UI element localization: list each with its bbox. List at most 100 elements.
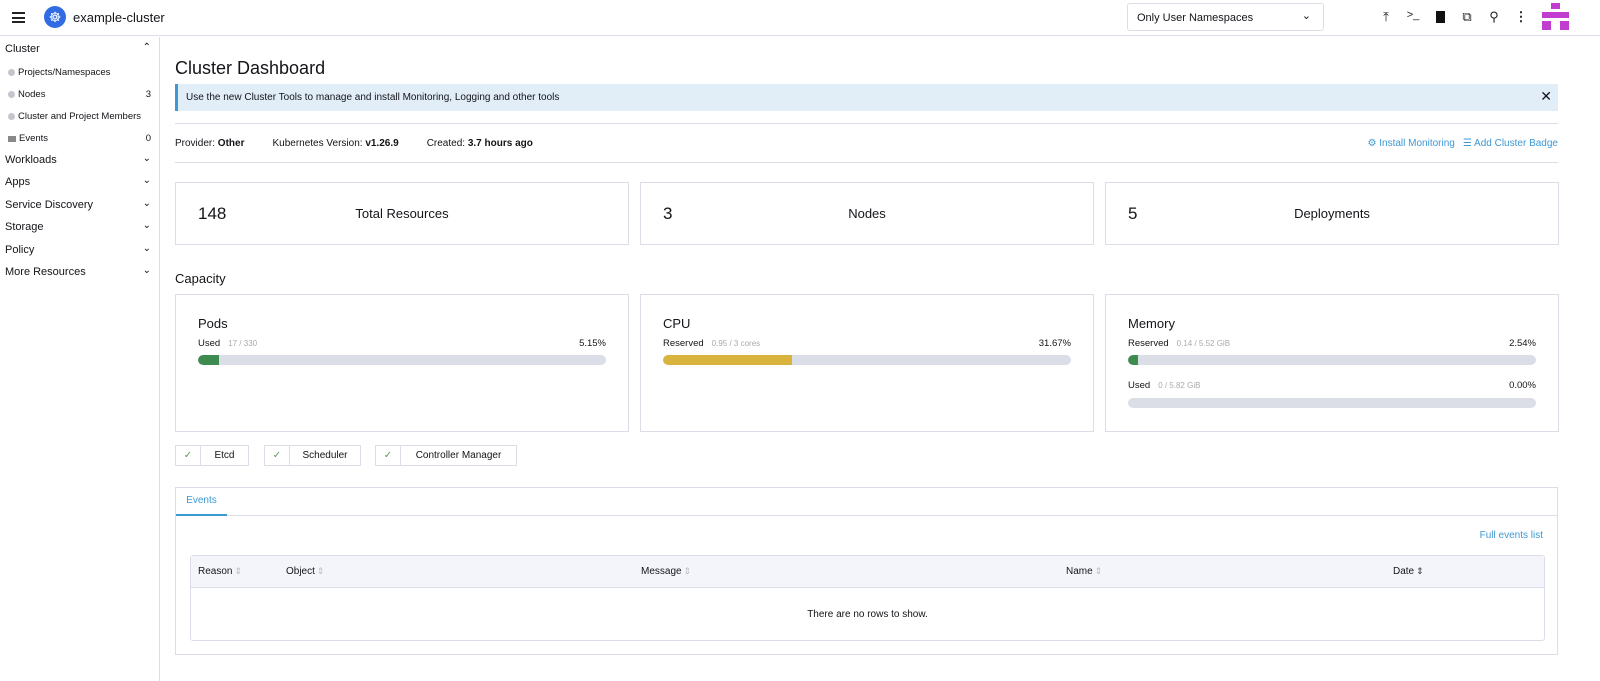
namespace-filter-select[interactable]: Only User Namespaces ⌄ [1127, 3, 1324, 31]
row-detail: 0.95 / 3 cores [711, 339, 761, 348]
summary-value: 3 [663, 204, 673, 223]
component-status-scheduler: ✓ Scheduler [264, 445, 361, 466]
progress-bar [663, 355, 1071, 365]
tab-events[interactable]: Events [176, 488, 227, 516]
import-yaml-icon[interactable]: ⤒ [1383, 9, 1389, 24]
kubeconfig-file-icon[interactable] [1432, 11, 1448, 23]
sidebar-group-cluster[interactable]: Cluster ⌃ [0, 39, 159, 62]
column-header-object[interactable]: Object ⇕ [286, 566, 324, 577]
sort-desc-icon: ⇕ [1416, 566, 1424, 576]
component-name: Etcd [214, 450, 235, 461]
add-cluster-badge-link[interactable]: ☰ Add Cluster Badge [1463, 138, 1558, 149]
row-detail: 17 / 330 [228, 339, 258, 348]
cluster-actions: ⚙ Install Monitoring ☰ Add Cluster Badge [1368, 138, 1559, 149]
sidebar-group-service-discovery[interactable]: Service Discovery ⌄ [0, 195, 159, 218]
table-header: Reason ⇕ Object ⇕ Message ⇕ Name ⇕ Date ⇕ [191, 556, 1544, 588]
sidebar-group-more-resources[interactable]: More Resources ⌄ [0, 262, 159, 285]
check-icon: ✓ [265, 446, 290, 465]
chevron-up-icon: ⌃ [142, 42, 151, 53]
row-detail: 0 / 5.82 GiB [1158, 381, 1201, 390]
sidebar-group-policy[interactable]: Policy ⌄ [0, 240, 159, 263]
column-header-message[interactable]: Message ⇕ [641, 566, 691, 577]
sidebar-group-label: Workloads [5, 153, 57, 166]
sidebar-item-label: Events [19, 133, 49, 144]
capacity-row: Reserved 0.95 / 3 cores 31.67% [663, 338, 1071, 349]
capacity-card-memory: Memory Reserved 0.14 / 5.52 GiB 2.54% Used… [1105, 294, 1559, 432]
summary-card-nodes[interactable]: 3 Nodes [640, 182, 1094, 245]
user-avatar[interactable] [1542, 3, 1569, 30]
chevron-down-icon: ⌄ [142, 175, 151, 186]
sidebar-item-projects-namespaces[interactable]: Projects/Namespaces [0, 62, 159, 84]
more-options-icon[interactable]: ⋮ [1514, 9, 1528, 24]
chevron-down-icon: ⌄ [142, 197, 151, 209]
progress-bar [198, 355, 606, 365]
row-label: Reserved [1128, 338, 1169, 349]
sidebar-group-storage[interactable]: Storage ⌄ [0, 217, 159, 240]
progress-bar [1128, 355, 1536, 365]
sidebar-group-label: Cluster [5, 43, 40, 55]
close-icon[interactable]: ✕ [1540, 88, 1552, 104]
component-status-controller-manager: ✓ Controller Manager [375, 445, 517, 466]
cluster-name: example-cluster [73, 10, 165, 25]
chevron-down-icon: ⌄ [142, 152, 151, 164]
kubectl-shell-icon[interactable]: >_ [1406, 9, 1420, 21]
full-events-list-link[interactable]: Full events list [1479, 530, 1543, 541]
progress-fill [663, 355, 793, 365]
sidebar-item-members[interactable]: Cluster and Project Members [0, 106, 159, 128]
progress-bar [1128, 398, 1536, 408]
search-icon[interactable]: ⚲ [1489, 9, 1499, 24]
globe-icon [8, 91, 15, 98]
row-percent: 31.67% [1038, 338, 1071, 349]
top-header: ☸ example-cluster Only User Namespaces ⌄ … [0, 0, 1600, 36]
row-percent: 0.00% [1509, 380, 1536, 391]
events-table: Reason ⇕ Object ⇕ Message ⇕ Name ⇕ Date ⇕ The… [190, 555, 1545, 641]
row-label: Reserved [663, 338, 704, 349]
sidebar-group-apps[interactable]: Apps ⌄ [0, 172, 159, 195]
globe-icon [8, 69, 15, 76]
capacity-row: Used 17 / 330 5.15% [198, 338, 606, 349]
sidebar-group-label: Service Discovery [5, 198, 94, 211]
sidebar-item-label: Projects/Namespaces [18, 67, 111, 78]
sidebar-item-count: 3 [145, 89, 151, 100]
sidebar-item-label: Nodes [18, 89, 46, 100]
sidebar-group-label: More Resources [5, 266, 86, 278]
events-panel: Events Full events list Reason ⇕ Object ⇕ … [175, 487, 1558, 655]
sidebar-group-workloads[interactable]: Workloads ⌄ [0, 150, 159, 173]
column-header-date[interactable]: Date ⇕ [1393, 566, 1424, 577]
k8s-version-value: v1.26.9 [365, 138, 399, 149]
summary-value: 5 [1128, 204, 1138, 223]
column-label: Name [1066, 566, 1093, 577]
sidebar-item-events[interactable]: Events 0 [0, 128, 159, 150]
column-header-name[interactable]: Name ⇕ [1066, 566, 1102, 577]
page-title: Cluster Dashboard [175, 58, 326, 78]
capacity-heading: Capacity [175, 271, 226, 286]
k8s-version-info: Kubernetes Version: v1.26.9 [272, 138, 398, 149]
provider-label: Provider: [175, 138, 216, 149]
column-label: Object [286, 566, 315, 577]
copy-kubeconfig-icon[interactable]: ⧉ [1462, 9, 1472, 24]
menu-icon[interactable] [12, 12, 25, 23]
kubernetes-logo-icon: ☸ [44, 6, 66, 28]
summary-label: Total Resources [355, 206, 449, 221]
column-header-reason[interactable]: Reason ⇕ [198, 566, 242, 577]
row-detail: 0.14 / 5.52 GiB [1176, 339, 1231, 348]
info-banner: Use the new Cluster Tools to manage and … [175, 84, 1558, 111]
chevron-down-icon: ⌄ [142, 242, 151, 254]
chevron-down-icon: ⌄ [1301, 10, 1311, 22]
sort-icon: ⇕ [316, 566, 325, 576]
chevron-down-icon: ⌄ [142, 265, 151, 276]
sidebar-item-nodes[interactable]: Nodes 3 [0, 84, 159, 106]
main-content: Cluster Dashboard Use the new Cluster To… [175, 37, 1559, 681]
install-monitoring-link[interactable]: ⚙ Install Monitoring [1368, 138, 1455, 149]
summary-card-deployments[interactable]: 5 Deployments [1105, 182, 1559, 245]
install-monitoring-label: Install Monitoring [1379, 138, 1455, 149]
column-label: Message [641, 566, 682, 577]
divider [175, 123, 1558, 124]
created-info: Created: 3.7 hours ago [427, 138, 533, 149]
capacity-card-pods: Pods Used 17 / 330 5.15% [175, 294, 629, 432]
capacity-row: Reserved 0.14 / 5.52 GiB 2.54% [1128, 338, 1536, 349]
progress-fill [198, 355, 219, 365]
summary-card-total-resources[interactable]: 148 Total Resources [175, 182, 629, 245]
component-name: Controller Manager [415, 450, 502, 461]
divider [175, 162, 1558, 163]
